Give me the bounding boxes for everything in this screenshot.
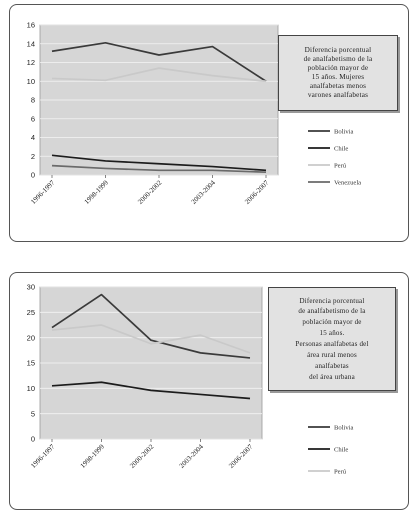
y-tick-label: 15 bbox=[27, 359, 35, 368]
x-tick-label: 1996-1997 bbox=[29, 442, 56, 469]
line-chart-2: 0 5 10 15 20 25 30 1996-1997 1998-1999 2000-2002 2… bbox=[27, 283, 354, 476]
legend-entry: Perú bbox=[334, 162, 347, 169]
x-tick-label: 1998-1999 bbox=[83, 178, 110, 205]
line-chart-1: 0 2 4 6 8 10 12 14 16 1996-1997 1998-1999 2000-2002… bbox=[27, 21, 362, 206]
y-tick-label: 12 bbox=[27, 58, 35, 67]
y-tick-label: 16 bbox=[27, 21, 35, 30]
y-tick-label: 5 bbox=[31, 409, 35, 418]
series-line-per bbox=[51, 67, 267, 83]
x-tick-label: 2003-2004 bbox=[178, 442, 205, 469]
x-tick-label: 2006-2007 bbox=[227, 442, 254, 469]
x-tick-label: 1998-1999 bbox=[79, 442, 106, 469]
chart-panel-1: 0 2 4 6 8 10 12 14 16 1996-1997 1998-1999 2000-2002… bbox=[9, 4, 409, 242]
series-line-bolivia bbox=[51, 293, 251, 359]
series-line-per bbox=[51, 324, 251, 354]
y-tick-label: 6 bbox=[31, 114, 35, 123]
legend-entry: Chile bbox=[334, 145, 348, 152]
y-tick-label: 10 bbox=[27, 384, 35, 393]
y-tick-label: 2 bbox=[31, 152, 35, 161]
legend-entry: Perú bbox=[334, 468, 347, 475]
legend-entry: Chile bbox=[334, 446, 348, 453]
series-line-bolivia bbox=[51, 41, 267, 82]
legend-entry: Bolivia bbox=[334, 128, 353, 135]
y-tick-label: 0 bbox=[31, 171, 35, 180]
y-tick-label: 8 bbox=[31, 96, 35, 105]
legend-entry: Bolivia bbox=[334, 424, 353, 431]
series-line-venezuela bbox=[51, 164, 267, 174]
chart-title-box-2: Diferencia porcentual de analfabetismo d… bbox=[268, 287, 396, 391]
y-tick-label: 14 bbox=[27, 39, 35, 48]
x-tick-label: 2006-2007 bbox=[243, 178, 270, 205]
chart-title-2: Diferencia porcentual de analfabetismo d… bbox=[295, 296, 369, 381]
chart-title-1: Diferencia porcentual de analfabetismo d… bbox=[303, 46, 373, 99]
x-tick-label: 2003-2004 bbox=[190, 178, 217, 205]
y-tick-label: 4 bbox=[31, 133, 35, 142]
x-tick-label: 2000-2002 bbox=[136, 178, 163, 205]
series-line-chile bbox=[51, 381, 251, 400]
chart-title-box-1: Diferencia porcentual de analfabetismo d… bbox=[278, 35, 398, 111]
legend-entry: Venezuela bbox=[334, 179, 361, 186]
y-tick-label: 20 bbox=[27, 333, 35, 342]
x-tick-label: 1996-1997 bbox=[29, 178, 56, 205]
y-tick-label: 25 bbox=[27, 308, 35, 317]
x-tick-label: 2000-2002 bbox=[128, 442, 155, 469]
series-line-chile bbox=[51, 154, 267, 172]
y-tick-label: 10 bbox=[27, 77, 35, 86]
chart-panel-2: 0 5 10 15 20 25 30 1996-1997 1998-1999 2000-2002 2… bbox=[9, 272, 409, 510]
y-tick-label: 0 bbox=[31, 435, 35, 444]
y-tick-label: 30 bbox=[27, 283, 35, 292]
